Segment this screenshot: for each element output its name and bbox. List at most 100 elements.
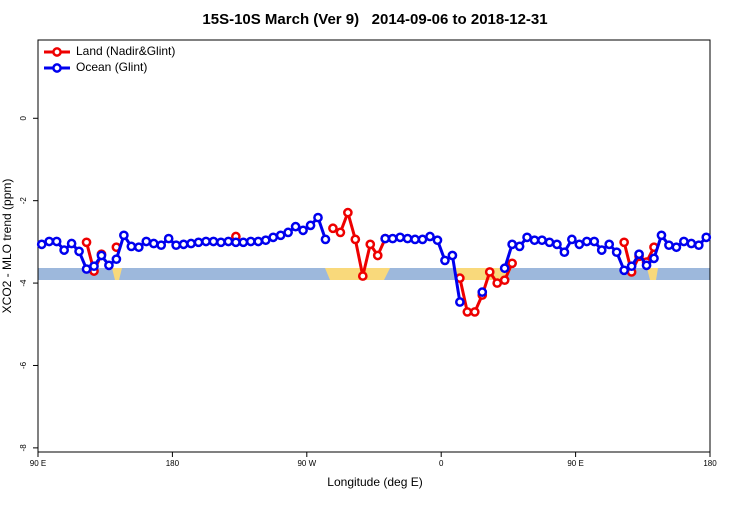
data-point bbox=[432, 235, 443, 246]
data-point bbox=[223, 236, 234, 247]
data-point bbox=[298, 225, 308, 236]
data-point bbox=[178, 239, 189, 250]
data-point bbox=[320, 234, 331, 245]
data-point bbox=[59, 245, 69, 255]
data-point bbox=[193, 237, 204, 248]
data-point bbox=[268, 232, 279, 243]
data-point bbox=[133, 242, 144, 253]
data-point bbox=[290, 221, 301, 232]
data-point bbox=[529, 235, 540, 246]
data-point bbox=[596, 245, 607, 255]
data-point bbox=[581, 236, 592, 247]
x-tick-label: 90 W bbox=[297, 459, 316, 468]
data-point bbox=[477, 287, 488, 297]
data-point bbox=[313, 212, 323, 223]
data-point bbox=[589, 236, 600, 247]
data-point bbox=[484, 267, 495, 277]
data-point bbox=[634, 249, 644, 260]
series-line bbox=[85, 207, 656, 314]
data-point bbox=[544, 237, 555, 248]
data-point bbox=[514, 241, 525, 252]
data-point bbox=[567, 234, 577, 245]
data-point bbox=[417, 234, 428, 245]
data-point bbox=[89, 261, 99, 272]
data-point bbox=[619, 265, 629, 276]
data-point bbox=[693, 240, 704, 251]
data-point bbox=[619, 237, 629, 248]
x-tick-label: 0 bbox=[439, 459, 444, 468]
data-point bbox=[455, 297, 465, 307]
data-point bbox=[126, 241, 137, 252]
data-point bbox=[74, 246, 84, 257]
data-point bbox=[350, 234, 361, 245]
data-point bbox=[447, 250, 458, 261]
data-point bbox=[552, 239, 562, 250]
data-point bbox=[81, 237, 92, 248]
series-line bbox=[41, 214, 708, 303]
data-point bbox=[141, 236, 152, 247]
data-point bbox=[260, 235, 271, 246]
data-point bbox=[44, 236, 55, 247]
data-point bbox=[410, 234, 420, 245]
data-point bbox=[365, 239, 376, 250]
legend-marker bbox=[52, 63, 62, 73]
data-point bbox=[462, 307, 473, 317]
data-point bbox=[96, 250, 107, 261]
data-point bbox=[231, 237, 241, 248]
data-point bbox=[305, 220, 316, 231]
data-point bbox=[499, 263, 510, 274]
chart-title: 15S-10S March (Ver 9) 2014-09-06 to 2018… bbox=[202, 11, 547, 28]
data-point bbox=[492, 278, 503, 288]
data-point bbox=[395, 232, 405, 243]
data-point bbox=[245, 236, 256, 247]
data-point bbox=[148, 238, 159, 249]
data-point bbox=[380, 233, 391, 244]
data-point bbox=[81, 264, 92, 274]
data-point bbox=[507, 258, 517, 269]
data-point bbox=[111, 254, 122, 265]
data-point bbox=[216, 237, 226, 248]
data-point bbox=[656, 230, 667, 241]
data-point bbox=[522, 232, 532, 243]
data-point bbox=[163, 233, 174, 244]
data-point bbox=[604, 239, 615, 250]
data-point bbox=[425, 231, 435, 242]
data-point bbox=[186, 238, 196, 249]
land-band bbox=[325, 268, 390, 280]
y-tick-label: -6 bbox=[19, 361, 28, 369]
data-point bbox=[171, 240, 181, 251]
data-point bbox=[537, 235, 547, 246]
y-tick-label: -8 bbox=[19, 444, 28, 452]
data-point bbox=[402, 233, 413, 244]
series bbox=[81, 207, 659, 317]
data-point bbox=[611, 247, 622, 258]
x-axis-title: Longitude (deg E) bbox=[327, 475, 422, 489]
data-point bbox=[701, 232, 712, 243]
data-point bbox=[671, 242, 682, 253]
x-tick-label: 180 bbox=[166, 459, 180, 468]
data-point bbox=[253, 236, 264, 247]
y-tick-label: -2 bbox=[19, 197, 28, 205]
data-point bbox=[559, 247, 570, 258]
data-point bbox=[104, 260, 114, 271]
data-point bbox=[664, 240, 674, 251]
data-point bbox=[440, 255, 450, 266]
data-point bbox=[51, 236, 62, 247]
data-point bbox=[119, 230, 129, 241]
y-tick-label: -4 bbox=[19, 279, 28, 287]
data-point bbox=[156, 240, 167, 251]
data-point bbox=[335, 227, 346, 238]
data-point bbox=[283, 227, 293, 238]
data-point bbox=[36, 239, 47, 250]
data-point bbox=[372, 250, 383, 261]
data-point bbox=[201, 236, 211, 247]
data-point bbox=[574, 239, 585, 250]
data-point bbox=[343, 207, 353, 218]
legend-marker bbox=[52, 47, 62, 57]
data-point bbox=[641, 260, 652, 271]
x-tick-label: 180 bbox=[703, 459, 717, 468]
x-tick-label: 90 E bbox=[567, 459, 583, 468]
surface-mask bbox=[38, 268, 710, 280]
series bbox=[36, 212, 712, 307]
